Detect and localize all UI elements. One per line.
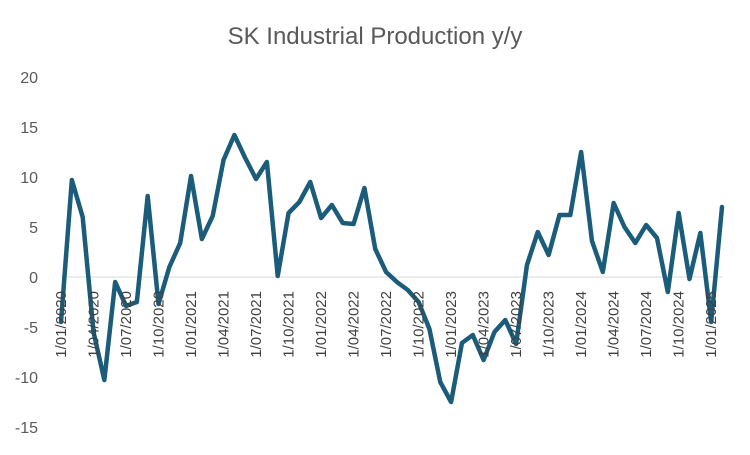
x-tick-label: 1/10/2023: [541, 291, 558, 358]
x-tick-label: 1/04/2023: [476, 291, 493, 358]
x-tick-label: 1/07/2022: [378, 291, 395, 358]
x-tick-label: 1/10/2021: [281, 291, 298, 358]
x-tick-label: 1/01/2025: [703, 291, 720, 358]
chart-title: SK Industrial Production y/y: [228, 23, 523, 50]
x-tick-label: 1/01/2022: [313, 291, 330, 358]
x-tick-label: 1/01/2020: [53, 291, 70, 358]
x-tick-label: 1/04/2022: [346, 291, 363, 358]
y-tick-label: 20: [20, 70, 38, 87]
x-axis-ticks: 1/01/2020 1/04/2020 1/07/2020 1/10/2020 1/01…: [53, 291, 720, 358]
y-tick-label: 10: [20, 170, 38, 187]
y-tick-label: 0: [29, 270, 38, 287]
x-tick-label: 1/01/2021: [183, 291, 200, 358]
x-tick-label: 1/10/2020: [151, 291, 168, 358]
x-tick-label: 1/07/2024: [638, 291, 655, 358]
x-tick-label: 1/04/2021: [216, 291, 233, 358]
y-tick-label: -10: [15, 370, 38, 387]
x-tick-label: 1/07/2020: [118, 291, 135, 358]
y-axis-ticks: -15 -10 -5 0 5 10 15 20: [15, 70, 38, 437]
x-tick-label: 1/01/2024: [573, 291, 590, 358]
x-tick-label: 1/10/2022: [411, 291, 428, 358]
x-tick-label: 1/04/2024: [606, 291, 623, 358]
y-tick-label: -15: [15, 420, 38, 437]
series-line: [58, 132, 725, 405]
x-tick-label: 1/01/2023: [443, 291, 460, 358]
x-tick-label: 1/04/2020: [86, 291, 103, 358]
series-layer: [58, 132, 725, 405]
x-tick-label: 1/07/2023: [508, 291, 525, 358]
y-tick-label: 5: [29, 220, 38, 237]
x-tick-label: 1/10/2024: [671, 291, 688, 358]
x-tick-label: 1/07/2021: [248, 291, 265, 358]
y-tick-label: 15: [20, 120, 38, 137]
y-tick-label: -5: [24, 320, 38, 337]
